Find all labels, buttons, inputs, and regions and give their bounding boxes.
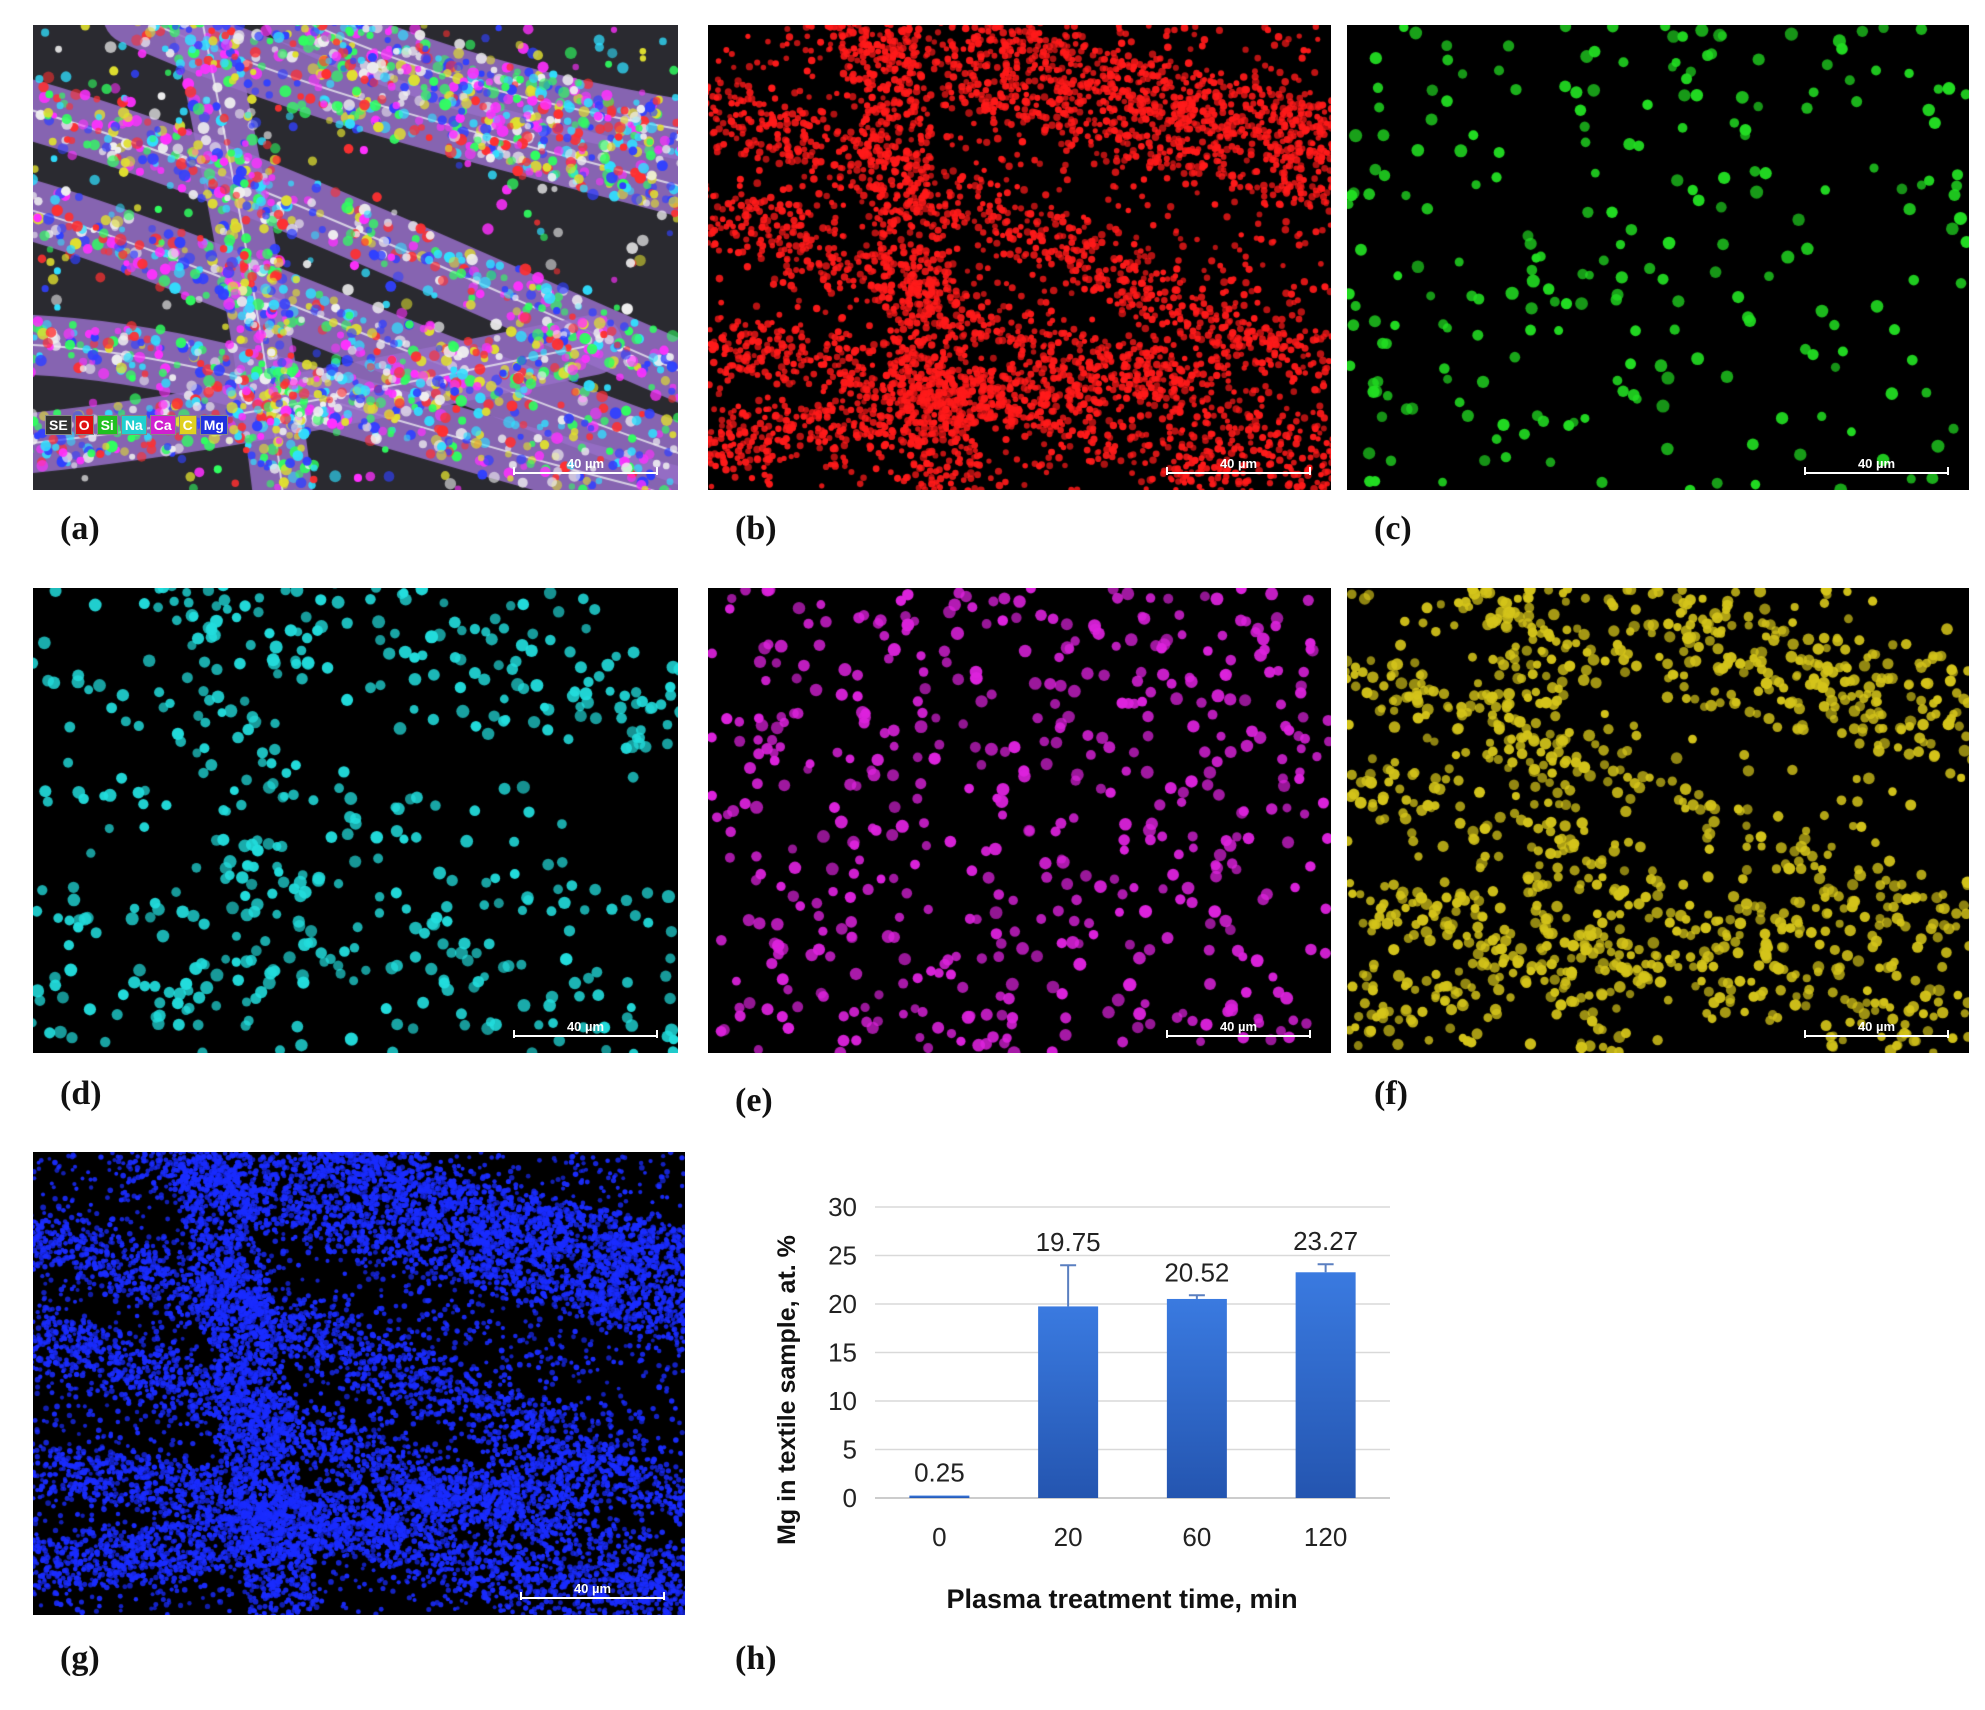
y-tick-labels: 0 5 10 15 20 25 30: [828, 1192, 857, 1513]
panel-label-a: (a): [60, 510, 100, 547]
scale-bar-label: 40 µm: [1219, 456, 1258, 471]
scale-bar-label: 40 µm: [1219, 1019, 1258, 1034]
scale-bar-label: 40 µm: [573, 1581, 612, 1596]
y-tick-label: 30: [828, 1192, 857, 1222]
value-labels: 0.25 19.75 20.52 23.27: [914, 1226, 1358, 1487]
panel-label-c: (c): [1374, 510, 1412, 547]
panel-label-g: (g): [60, 1640, 100, 1677]
scale-bar-line: [1804, 467, 1949, 475]
x-tick-label: 60: [1182, 1522, 1211, 1552]
element-legend: SE O Si Na Ca C Mg: [45, 415, 228, 435]
scale-bar: 40 µm: [1166, 1019, 1311, 1039]
value-label: 23.27: [1293, 1226, 1358, 1256]
panel-e-calcium-map: 40 µm: [708, 588, 1331, 1053]
value-label: 20.52: [1164, 1257, 1229, 1287]
overlay-map-image: [33, 25, 678, 490]
panel-label-e: (e): [735, 1082, 773, 1119]
panel-label-d: (d): [60, 1075, 102, 1112]
sodium-map-image: [33, 588, 678, 1053]
legend-c: C: [178, 415, 197, 435]
panel-label-h: (h): [735, 1640, 777, 1677]
scale-bar-line: [1166, 467, 1311, 475]
x-tick-label: 120: [1304, 1522, 1347, 1552]
scale-bar: 40 µm: [1804, 1019, 1949, 1039]
carbon-map-image: [1347, 588, 1969, 1053]
y-tick-label: 5: [843, 1435, 857, 1465]
value-label: 0.25: [914, 1458, 965, 1488]
panel-label-b: (b): [735, 510, 777, 547]
oxygen-map-image: [708, 25, 1331, 490]
scale-bar-line: [1166, 1030, 1311, 1038]
y-tick-label: 20: [828, 1289, 857, 1319]
silicon-map-image: [1347, 25, 1969, 490]
panel-c-silicon-map: 40 µm: [1347, 25, 1969, 490]
calcium-map-image: [708, 588, 1331, 1053]
value-label: 19.75: [1036, 1227, 1101, 1257]
panel-a-overlay-map: SE O Si Na Ca C Mg 40 µm: [33, 25, 678, 490]
scale-bar: 40 µm: [513, 456, 658, 476]
panel-f-carbon-map: 40 µm: [1347, 588, 1969, 1053]
x-tick-labels: 0 20 60 120: [932, 1522, 1347, 1552]
magnesium-map-image: [33, 1152, 685, 1615]
scale-bar-line: [513, 1030, 658, 1038]
legend-mg: Mg: [199, 415, 228, 435]
scale-bar-label: 40 µm: [1857, 1019, 1896, 1034]
legend-si: Si: [96, 415, 118, 435]
scale-bar-line: [1804, 1030, 1949, 1038]
x-tick-label: 0: [932, 1522, 946, 1552]
x-axis-label: Plasma treatment time, min: [946, 1584, 1297, 1614]
error-bars: [1060, 1263, 1334, 1307]
scale-bar-line: [520, 1592, 665, 1600]
scale-bar: 40 µm: [513, 1019, 658, 1039]
legend-o: O: [74, 415, 94, 435]
legend-ca: Ca: [149, 415, 176, 435]
scale-bar-label: 40 µm: [566, 1019, 605, 1034]
panel-label-f: (f): [1374, 1075, 1408, 1112]
scale-bar-label: 40 µm: [566, 456, 605, 471]
bar: [1295, 1272, 1356, 1498]
scale-bar: 40 µm: [1804, 456, 1949, 476]
bar: [1166, 1298, 1227, 1498]
y-tick-label: 25: [828, 1241, 857, 1271]
panel-b-oxygen-map: 40 µm: [708, 25, 1331, 490]
scale-bar: 40 µm: [520, 1581, 665, 1601]
panel-h-chart: 0 5 10 15 20 25 30 0.25 19.75 20.52 23.27 0 20 60 12…: [760, 1170, 1420, 1630]
scale-bar-line: [513, 467, 658, 475]
bar: [1038, 1306, 1099, 1498]
mg-content-bar-chart: 0 5 10 15 20 25 30 0.25 19.75 20.52 23.27 0 20 60 12…: [773, 1192, 1390, 1614]
bar: [909, 1495, 970, 1498]
x-tick-label: 20: [1054, 1522, 1083, 1552]
bars: [909, 1272, 1356, 1498]
scale-bar: 40 µm: [1166, 456, 1311, 476]
y-tick-label: 15: [828, 1338, 857, 1368]
y-axis-label: Mg in textile sample, at. %: [773, 1235, 801, 1545]
panel-g-magnesium-map: 40 µm: [33, 1152, 685, 1615]
panel-d-sodium-map: 40 µm: [33, 588, 678, 1053]
scale-bar-label: 40 µm: [1857, 456, 1896, 471]
y-tick-label: 10: [828, 1386, 857, 1416]
legend-na: Na: [120, 415, 147, 435]
legend-se: SE: [45, 415, 72, 435]
y-tick-label: 0: [843, 1483, 857, 1513]
